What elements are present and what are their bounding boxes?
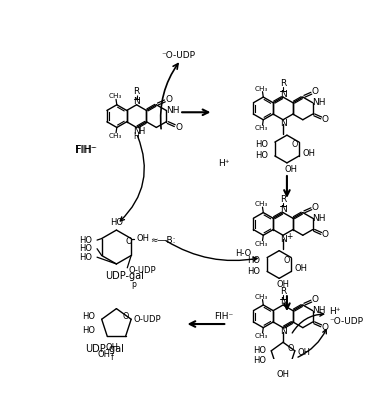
Text: OH: OH [297, 348, 310, 357]
Text: HO: HO [255, 140, 269, 150]
Text: O-UDP: O-UDP [129, 266, 156, 274]
Text: O: O [125, 237, 132, 247]
Text: HO: HO [255, 152, 269, 160]
Text: O: O [321, 323, 328, 332]
Text: HO: HO [110, 218, 123, 227]
Text: FlH⁻: FlH⁻ [76, 145, 97, 155]
Text: UDP-gal: UDP-gal [85, 344, 124, 354]
Text: NH: NH [312, 306, 326, 315]
Text: O: O [312, 87, 319, 96]
Text: CH₃: CH₃ [109, 133, 122, 139]
Text: CH₃: CH₃ [255, 333, 269, 339]
Text: HO: HO [253, 347, 266, 355]
Text: CH₃: CH₃ [255, 241, 269, 247]
Text: O: O [312, 203, 319, 212]
Text: N: N [280, 235, 287, 243]
Text: HO: HO [79, 236, 92, 245]
Text: OH: OH [276, 370, 290, 379]
Text: ≈—B:: ≈—B: [150, 237, 175, 245]
Text: ⁻O-UDP: ⁻O-UDP [330, 317, 363, 326]
Text: H: H [138, 127, 144, 136]
Text: N: N [280, 327, 287, 336]
Text: FlH⁻: FlH⁻ [74, 145, 95, 155]
Text: f: f [111, 353, 114, 362]
Text: O-UDP: O-UDP [133, 315, 161, 324]
Text: NH: NH [166, 106, 179, 115]
Text: CH₃: CH₃ [109, 93, 122, 99]
Text: H⁺: H⁺ [330, 307, 341, 316]
Text: R: R [133, 87, 140, 96]
Text: HO: HO [79, 253, 92, 262]
Text: HO: HO [82, 312, 95, 321]
Text: O: O [321, 115, 328, 124]
Text: O: O [165, 95, 172, 104]
Text: CH₃: CH₃ [255, 85, 269, 91]
Text: H⁺: H⁺ [218, 159, 229, 168]
Text: N: N [279, 297, 287, 306]
Text: +: + [286, 232, 292, 241]
Text: N: N [280, 119, 287, 128]
Text: O: O [287, 344, 294, 353]
Text: R: R [280, 79, 286, 89]
Text: CH₃: CH₃ [255, 201, 269, 207]
Text: O: O [123, 312, 129, 321]
Text: OH: OH [285, 164, 298, 174]
Text: NH: NH [312, 98, 326, 107]
Text: NH: NH [312, 214, 326, 223]
Text: N: N [279, 89, 287, 98]
Text: OH: OH [98, 350, 111, 359]
Text: HO: HO [79, 244, 92, 253]
Text: O: O [284, 256, 290, 265]
Text: HO: HO [253, 356, 266, 365]
Text: R: R [280, 195, 286, 204]
Text: N: N [133, 97, 140, 106]
Text: R: R [280, 287, 286, 296]
Text: FlH⁻: FlH⁻ [214, 312, 233, 321]
Text: OH: OH [105, 343, 118, 352]
Text: OH: OH [302, 149, 316, 158]
Text: H: H [134, 132, 140, 141]
Text: O: O [312, 295, 319, 304]
Text: O: O [175, 123, 182, 132]
Text: CH₃: CH₃ [255, 125, 269, 131]
Text: CH₃: CH₃ [255, 293, 269, 299]
Text: HO: HO [82, 326, 95, 334]
Text: HO: HO [248, 267, 261, 276]
Text: O: O [321, 231, 328, 239]
Text: UDP-gal: UDP-gal [105, 270, 144, 280]
Text: N: N [279, 205, 287, 214]
Text: N: N [133, 127, 140, 136]
Text: OH: OH [136, 234, 150, 243]
Text: H-O: H-O [235, 249, 251, 258]
Text: HO: HO [248, 256, 261, 265]
Text: OH: OH [277, 280, 290, 289]
Text: p: p [131, 280, 136, 289]
Text: ⁻O-UDP: ⁻O-UDP [162, 51, 196, 60]
Text: OH: OH [295, 264, 308, 273]
Text: O: O [291, 140, 298, 150]
